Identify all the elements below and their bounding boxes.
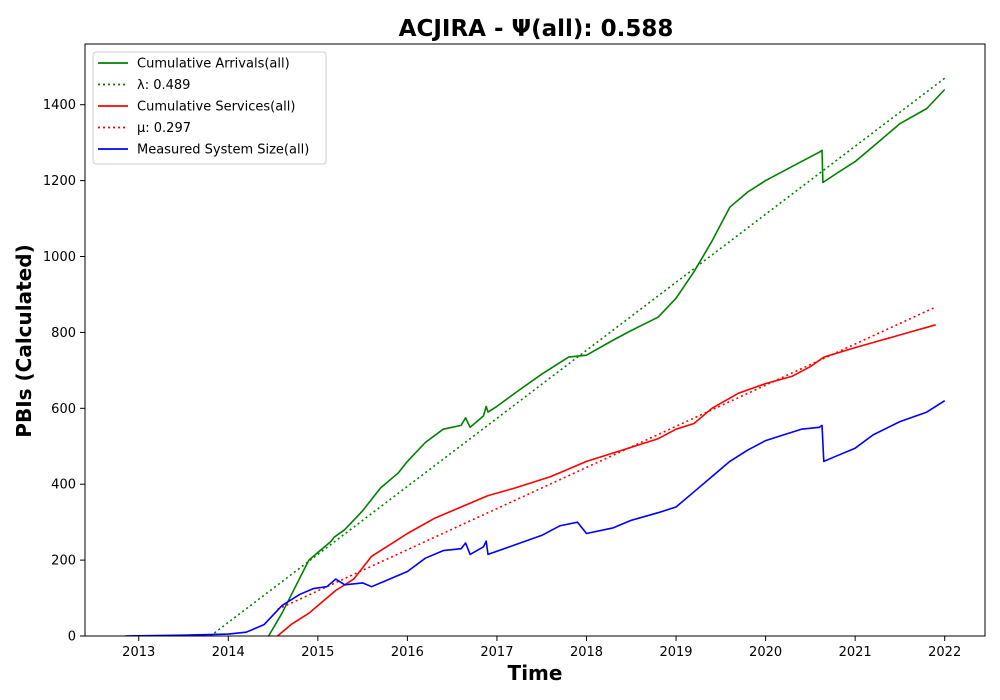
x-tick-label: 2021 <box>839 645 872 660</box>
plot-area <box>125 77 946 636</box>
legend-label: λ: 0.489 <box>137 78 190 93</box>
legend-label: Measured System Size(all) <box>137 143 309 158</box>
series-line-4 <box>125 400 946 636</box>
x-tick-label: 2014 <box>212 645 245 660</box>
series-line-0 <box>267 88 946 636</box>
legend-label: μ: 0.297 <box>137 121 191 136</box>
y-tick-label: 0 <box>68 630 76 645</box>
x-tick-label: 2018 <box>570 645 603 660</box>
x-tick-label: 2022 <box>928 645 961 660</box>
y-tick-label: 400 <box>51 478 76 493</box>
y-tick-label: 1200 <box>43 174 76 189</box>
y-axis-label: PBIs (Calculated) <box>12 244 36 437</box>
legend: Cumulative Arrivals(all) λ: 0.489 Cumulati… <box>92 51 327 165</box>
y-tick-label: 200 <box>51 554 76 569</box>
y-tick-label: 1400 <box>43 98 76 113</box>
axes: 2013 2014 2015 2016 2017 2018 2019 2020 2021 2022… <box>43 98 961 660</box>
y-tick-label: 600 <box>51 402 76 417</box>
y-tick-label: 800 <box>51 326 76 341</box>
x-tick-label: 2019 <box>659 645 692 660</box>
series-line-1 <box>209 77 946 636</box>
chart-title: ACJIRA - Ψ(all): 0.588 <box>399 16 674 42</box>
x-tick-label: 2016 <box>391 645 424 660</box>
x-tick-label: 2013 <box>122 645 155 660</box>
series-line-2 <box>276 324 936 636</box>
legend-label: Cumulative Arrivals(all) <box>137 57 290 72</box>
legend-label: Cumulative Services(all) <box>137 100 295 115</box>
x-tick-label: 2017 <box>480 645 513 660</box>
legend-frame <box>92 51 327 165</box>
x-axis-label: Time <box>508 661 563 685</box>
plot-frame <box>84 43 986 637</box>
y-tick-label: 1000 <box>43 250 76 265</box>
series-line-3 <box>277 306 937 611</box>
x-tick-label: 2015 <box>301 645 334 660</box>
x-tick-label: 2020 <box>749 645 782 660</box>
